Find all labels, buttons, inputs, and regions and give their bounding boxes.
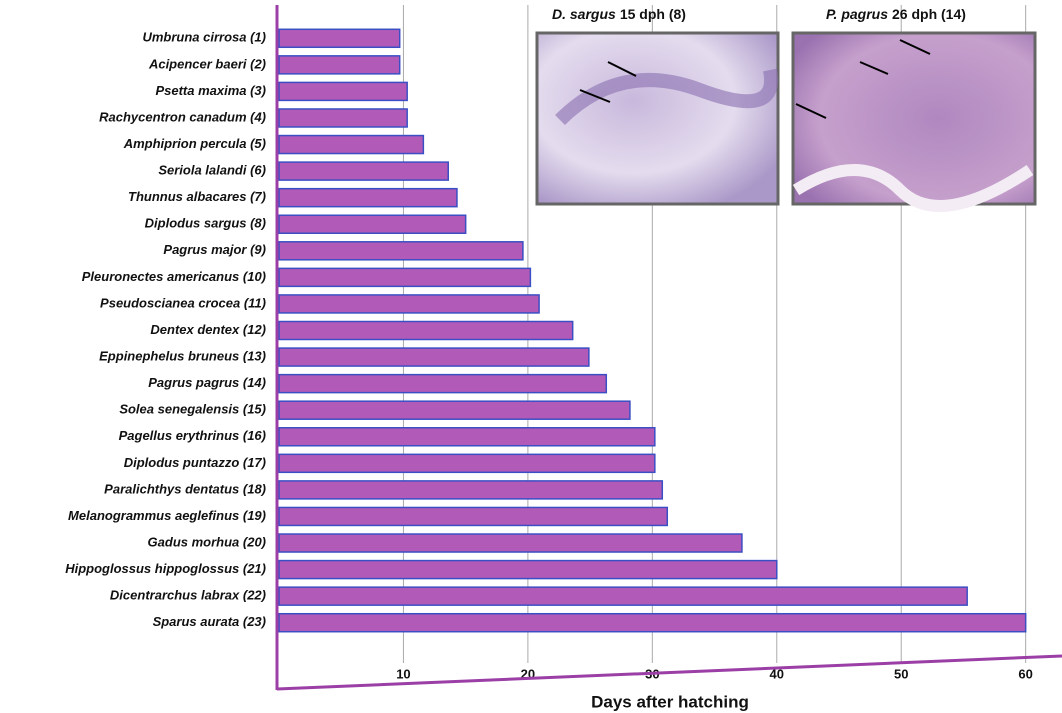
x-tick-label: 50 [894,666,908,681]
bar [278,108,408,128]
inset-caption: 15 dph (8) [620,6,686,22]
inset-title: D. sargus 15 dph (8) [552,6,686,22]
y-tick-label: Sparus aurata (23) [153,614,266,629]
bar [278,81,408,102]
y-tick-label: Diplodus sargus (8) [145,216,266,231]
inset-2 [791,31,1037,212]
bar [278,586,968,606]
bar [278,453,656,474]
x-tick-label: 60 [1018,666,1032,681]
bar [278,267,532,288]
y-tick-label: Pagrus pagrus (14) [148,375,266,390]
y-tick-label: Solea senegalensis (15) [119,402,266,417]
y-tick-label: Amphiprion percula (5) [123,136,266,151]
y-tick-label: Hippoglossus hippoglossus (21) [65,561,266,576]
y-tick-label: Diplodus puntazzo (17) [124,455,266,470]
bar [278,400,631,420]
bar [278,480,664,500]
bar [278,320,574,341]
y-tick-label: Pleuronectes americanus (10) [82,269,266,284]
bar [278,294,540,314]
bar [278,187,458,208]
bar [278,214,467,234]
y-tick-label: Umbruna cirrosa (1) [142,30,266,45]
y-tick-label: Pagrus major (9) [163,242,266,257]
inset-species: P. pagrus [826,6,888,22]
y-tick-label: Acipencer baeri (2) [148,56,266,71]
x-axis [276,654,1062,691]
inset-caption: 26 dph (14) [892,6,966,22]
bar [278,559,778,580]
y-tick-label: Dicentrarchus labrax (22) [110,588,266,603]
inset-title: P. pagrus 26 dph (14) [826,6,966,22]
y-tick-label: Pseudoscianea crocea (11) [100,295,266,310]
bar [278,506,669,527]
bar [278,134,425,155]
bar [278,347,590,367]
y-tick-label: Rachycentron canadum (4) [99,109,266,124]
y-tick-label: Psetta maxima (3) [155,83,266,98]
y-tick-label: Paralichthys dentatus (18) [104,481,266,496]
y-tick-label: Gadus morhua (20) [148,534,266,549]
inset-species: D. sargus [552,6,616,22]
y-tick-label: Pagellus erythrinus (16) [119,428,266,443]
y-tick-label: Seriola lalandi (6) [158,163,266,178]
x-tick-label: 40 [770,666,784,681]
bar [278,161,449,181]
bar [278,55,401,75]
x-axis-title: Days after hatching [591,692,749,711]
y-tick-label: Eppinephelus bruneus (13) [99,349,266,364]
bar [278,241,524,261]
bar [278,373,608,394]
bar [278,28,401,49]
y-tick-label: Melanogrammus aeglefinus (19) [68,508,266,523]
inset-1 [535,31,780,206]
y-tick-label: Dentex dentex (12) [150,322,266,337]
bar [278,612,1027,633]
bar [278,427,656,447]
y-tick-label: Thunnus albacares (7) [128,189,266,204]
bar [278,533,743,553]
x-tick-label: 10 [396,666,410,681]
